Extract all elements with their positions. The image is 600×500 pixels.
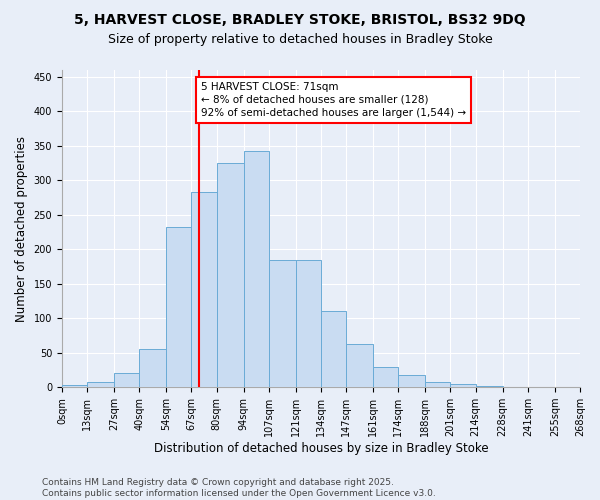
- Bar: [373, 366, 398, 387]
- Bar: [321, 312, 346, 387]
- Bar: [114, 374, 139, 387]
- Bar: [296, 260, 321, 387]
- Text: Size of property relative to detached houses in Bradley Stoke: Size of property relative to detached ho…: [107, 32, 493, 46]
- Y-axis label: Number of detached properties: Number of detached properties: [15, 136, 28, 322]
- Bar: [269, 260, 296, 387]
- Text: Contains HM Land Registry data © Crown copyright and database right 2025.
Contai: Contains HM Land Registry data © Crown c…: [42, 478, 436, 498]
- Bar: [398, 376, 425, 387]
- Text: 5, HARVEST CLOSE, BRADLEY STOKE, BRISTOL, BS32 9DQ: 5, HARVEST CLOSE, BRADLEY STOKE, BRISTOL…: [74, 12, 526, 26]
- Bar: [244, 150, 269, 387]
- Bar: [139, 350, 166, 387]
- Bar: [451, 384, 476, 387]
- Bar: [87, 382, 114, 387]
- Bar: [425, 382, 451, 387]
- Text: 5 HARVEST CLOSE: 71sqm
← 8% of detached houses are smaller (128)
92% of semi-det: 5 HARVEST CLOSE: 71sqm ← 8% of detached …: [201, 82, 466, 118]
- Bar: [62, 385, 87, 387]
- Bar: [217, 163, 244, 387]
- Bar: [476, 386, 503, 387]
- Bar: [191, 192, 217, 387]
- Bar: [346, 344, 373, 387]
- X-axis label: Distribution of detached houses by size in Bradley Stoke: Distribution of detached houses by size …: [154, 442, 488, 455]
- Bar: [166, 227, 191, 387]
